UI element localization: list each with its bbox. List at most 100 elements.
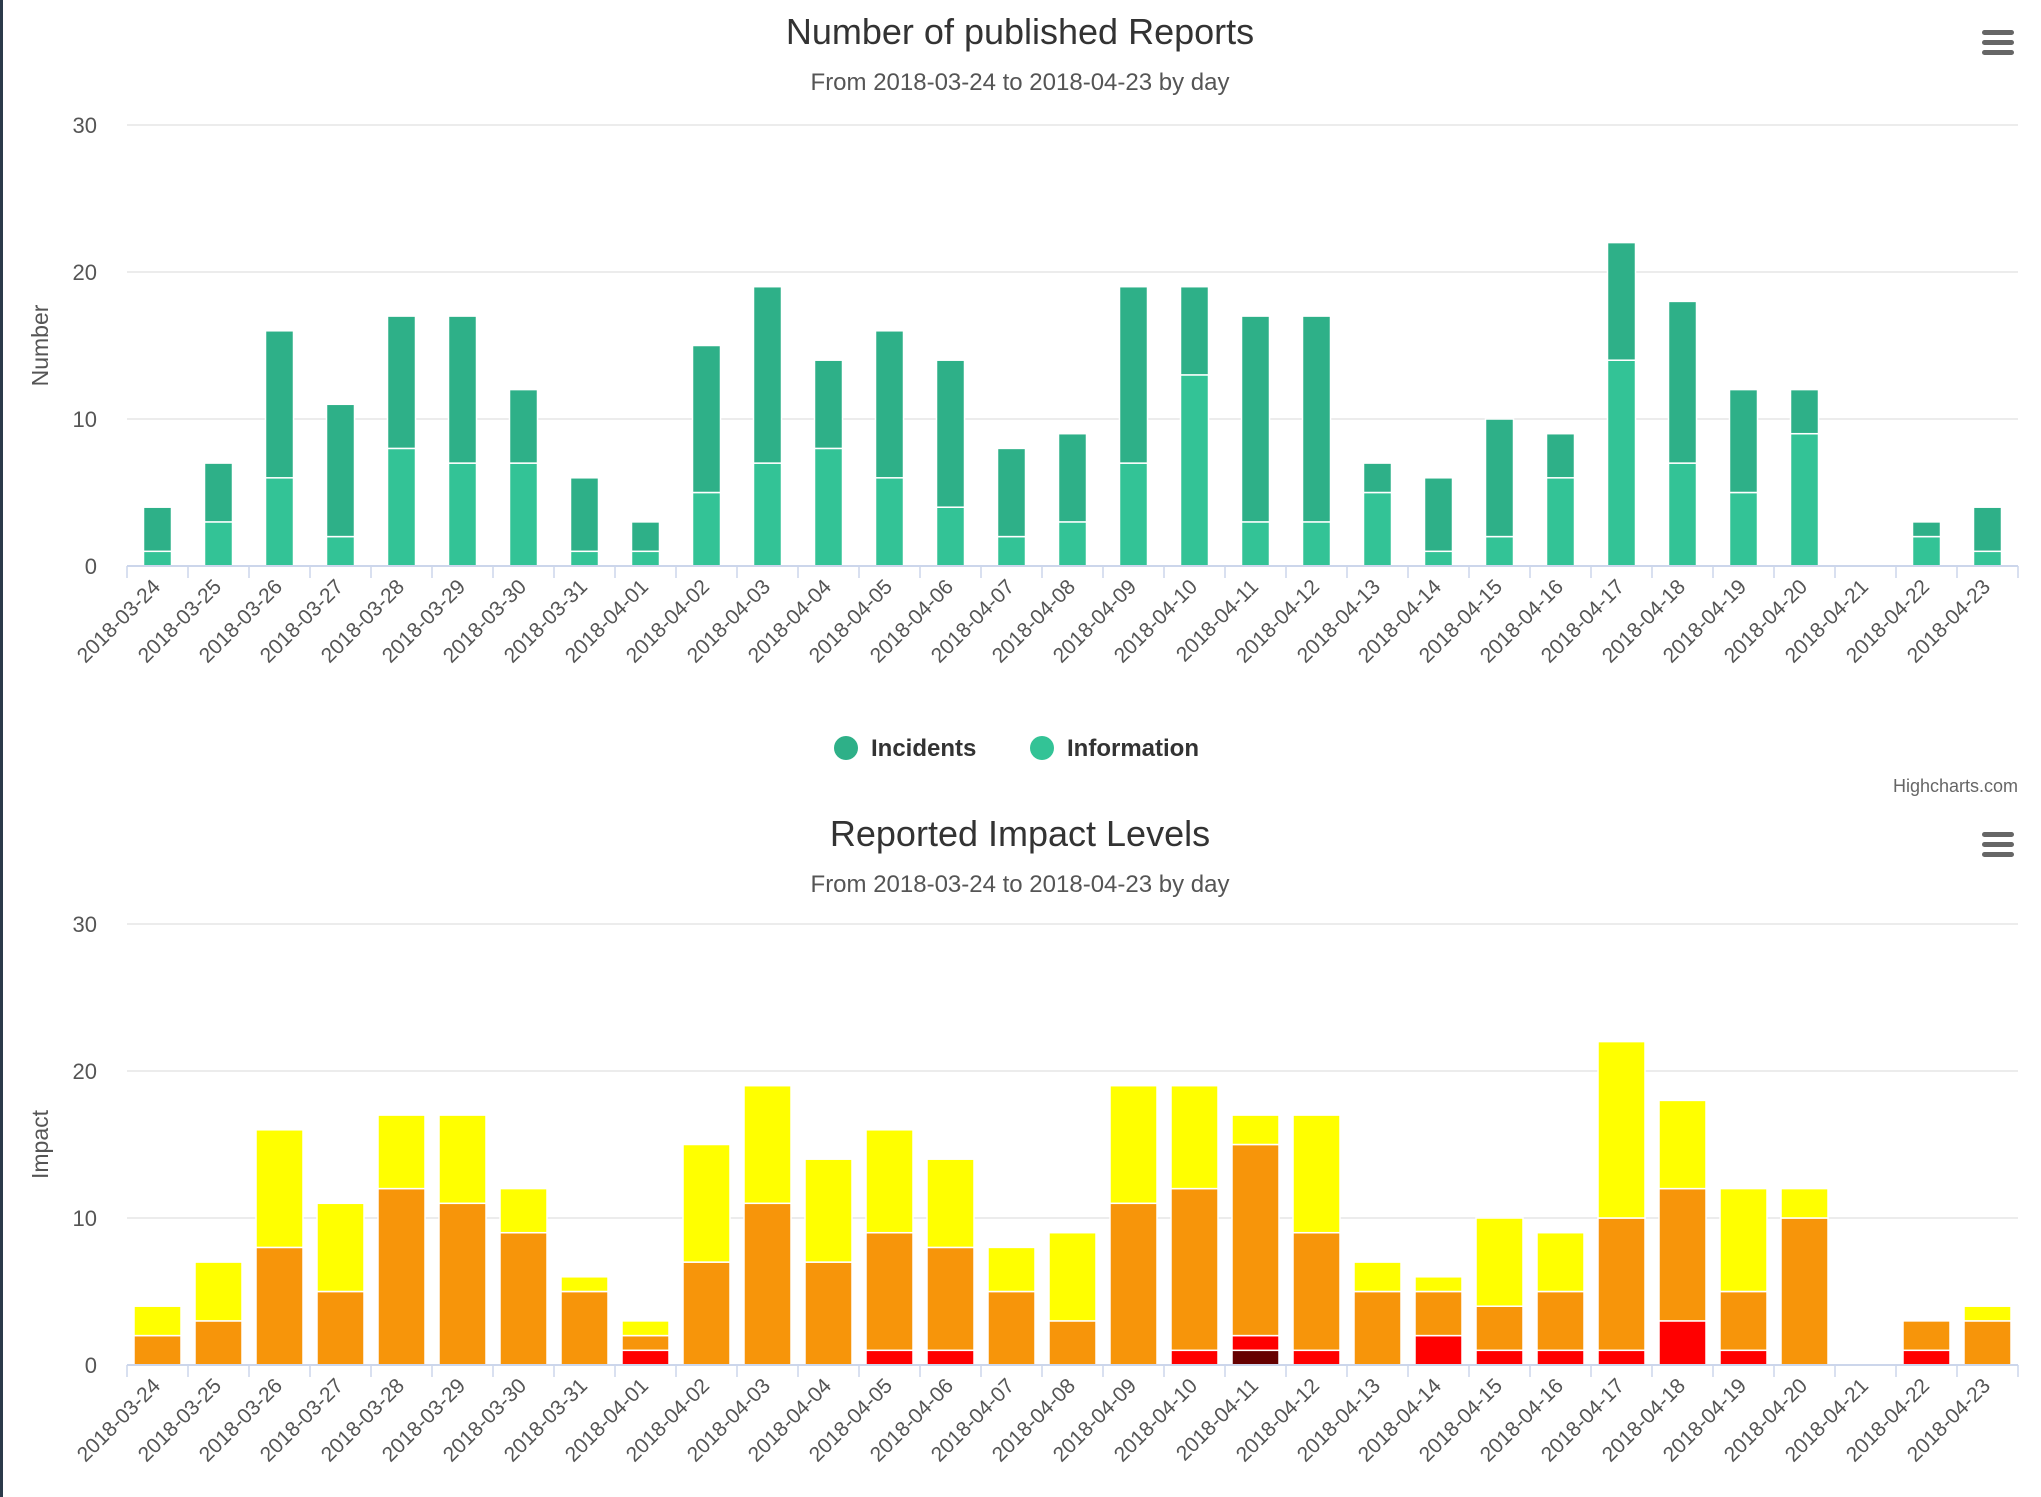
bar-level-4 xyxy=(1536,1231,1585,1293)
bar-level-3 xyxy=(1597,1217,1646,1352)
legend-item-incidents: Incidents xyxy=(871,735,976,762)
bar-information xyxy=(1179,374,1210,567)
bar-level-3 xyxy=(1048,1320,1097,1366)
bar-level-4 xyxy=(255,1129,304,1249)
bar-level-3 xyxy=(1109,1202,1158,1366)
bar-level-4 xyxy=(926,1158,975,1249)
bar-information xyxy=(996,535,1027,567)
bar-information xyxy=(691,491,722,567)
bar-level-3 xyxy=(1719,1290,1768,1352)
bar-level-3 xyxy=(865,1231,914,1352)
bar-information xyxy=(1484,535,1515,567)
bar-level-3 xyxy=(621,1334,670,1352)
bar-incidents xyxy=(1118,285,1149,464)
bar-level-3 xyxy=(194,1320,243,1366)
bar-incidents xyxy=(691,344,722,494)
bar-incidents xyxy=(1545,432,1576,479)
y-tick-label: 0 xyxy=(85,1353,97,1378)
bar-level-3 xyxy=(804,1261,853,1366)
bar-incidents xyxy=(1057,432,1088,523)
bar-level-4 xyxy=(1719,1187,1768,1293)
bar-level-3 xyxy=(743,1202,792,1366)
bar-level-3 xyxy=(1780,1217,1829,1366)
bar-incidents xyxy=(1362,462,1393,494)
bar-incidents xyxy=(1484,418,1515,538)
bar-incidents xyxy=(508,388,539,464)
bar-level-4 xyxy=(1292,1114,1341,1234)
bar-level-3 xyxy=(1536,1290,1585,1352)
bar-level-4 xyxy=(1170,1084,1219,1190)
bar-information xyxy=(1057,521,1088,567)
bar-information xyxy=(1301,521,1332,567)
bar-level-4 xyxy=(1780,1187,1829,1219)
bar-incidents xyxy=(1423,477,1454,553)
bar-level-4 xyxy=(1109,1084,1158,1205)
bar-incidents xyxy=(1301,315,1332,523)
bar-level-3 xyxy=(316,1290,365,1366)
bar-incidents xyxy=(630,521,661,553)
bar-information xyxy=(1789,432,1820,567)
bar-incidents xyxy=(386,315,417,450)
bar-information xyxy=(1728,491,1759,567)
bar-incidents xyxy=(447,315,478,464)
bar-incidents xyxy=(569,477,600,553)
bar-information xyxy=(1362,491,1393,567)
bar-level-4 xyxy=(1475,1217,1524,1307)
bar-incidents xyxy=(1972,506,2003,553)
bar-incidents xyxy=(1667,300,1698,464)
bar-incidents xyxy=(203,462,234,523)
y-tick-label: 20 xyxy=(73,1059,97,1084)
legend-marker-incidents xyxy=(834,736,858,760)
y-tick-label: 30 xyxy=(73,113,97,138)
bar-level-3 xyxy=(1414,1290,1463,1337)
bar-incidents xyxy=(1728,388,1759,494)
bar-level-2 xyxy=(621,1349,670,1366)
bar-level-3 xyxy=(987,1290,1036,1366)
bar-incidents xyxy=(1179,285,1210,376)
bar-level-1 xyxy=(1231,1349,1280,1366)
bar-level-3 xyxy=(1475,1305,1524,1352)
bar-information xyxy=(752,462,783,567)
bar-level-4 xyxy=(1231,1114,1280,1146)
bar-incidents xyxy=(813,359,844,450)
bar-information xyxy=(569,550,600,567)
bar-level-2 xyxy=(1597,1349,1646,1366)
bar-information xyxy=(264,477,295,567)
bar-level-3 xyxy=(1963,1320,2012,1366)
bar-level-4 xyxy=(682,1143,731,1263)
bar-incidents xyxy=(1911,521,1942,538)
bar-level-2 xyxy=(1719,1349,1768,1366)
bar-information xyxy=(1545,477,1576,567)
bar-information xyxy=(935,506,966,567)
bar-level-2 xyxy=(1292,1349,1341,1366)
chart-2-subtitle: From 2018-03-24 to 2018-04-23 by day xyxy=(811,871,1230,898)
bar-information xyxy=(630,550,661,567)
bar-information xyxy=(203,521,234,567)
bar-incidents xyxy=(752,285,783,464)
bar-incidents xyxy=(935,359,966,508)
bar-level-4 xyxy=(438,1114,487,1205)
bar-incidents xyxy=(1606,241,1637,361)
bar-level-4 xyxy=(865,1129,914,1234)
chart-2-context-menu-button[interactable] xyxy=(1978,828,2018,862)
bar-level-2 xyxy=(1475,1349,1524,1366)
bar-information xyxy=(142,550,173,567)
bar-information xyxy=(447,462,478,567)
bar-level-2 xyxy=(1414,1334,1463,1366)
bar-level-3 xyxy=(926,1246,975,1352)
bar-level-4 xyxy=(499,1187,548,1234)
bar-level-3 xyxy=(438,1202,487,1366)
y-tick-label: 30 xyxy=(73,912,97,937)
bar-level-3 xyxy=(1292,1231,1341,1352)
bar-level-4 xyxy=(987,1246,1036,1293)
bar-level-2 xyxy=(1658,1320,1707,1366)
bar-level-4 xyxy=(804,1158,853,1263)
bar-level-3 xyxy=(377,1187,426,1366)
bar-level-4 xyxy=(133,1305,182,1337)
bar-level-4 xyxy=(560,1276,609,1293)
chart-1-title: Number of published Reports xyxy=(786,11,1254,52)
bar-information xyxy=(1118,462,1149,567)
chart-1-context-menu-button[interactable] xyxy=(1978,26,2018,60)
bar-information xyxy=(874,477,905,567)
bar-incidents xyxy=(142,506,173,553)
